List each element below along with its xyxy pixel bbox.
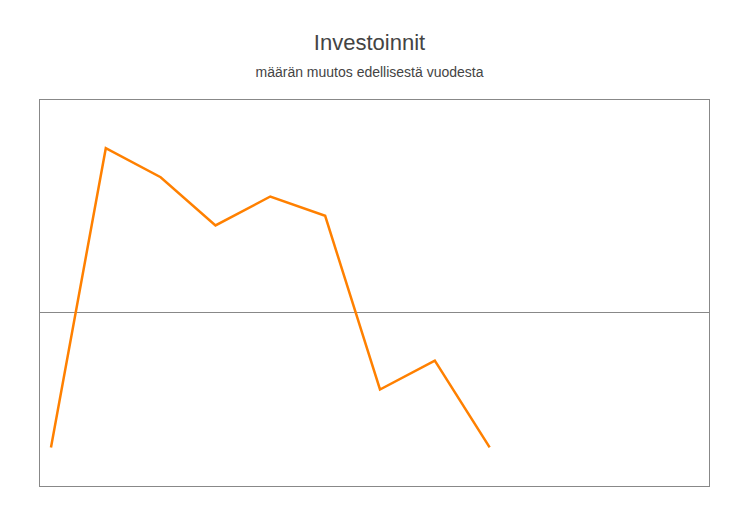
svg-text:määrän muutos edellisestä vuod: määrän muutos edellisestä vuodesta (255, 64, 483, 80)
svg-text:Investoinnit: Investoinnit (314, 30, 425, 55)
